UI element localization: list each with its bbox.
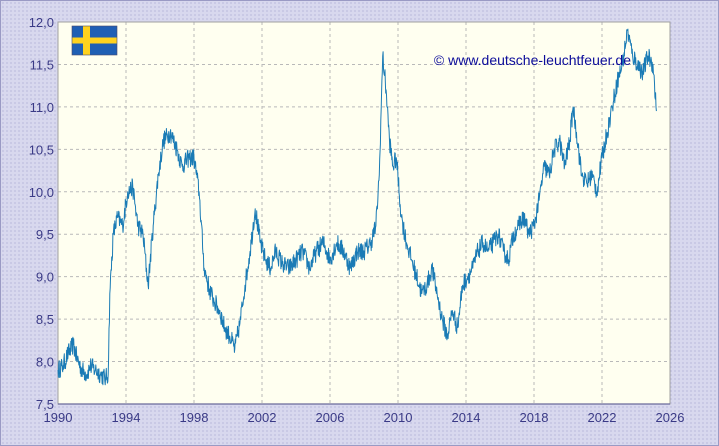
credit-text: © www.deutsche-leuchtfeuer.de [434, 52, 631, 68]
sweden-flag-icon [71, 25, 118, 56]
x-tick-label: 1990 [44, 410, 73, 425]
x-tick-label: 1998 [180, 410, 209, 425]
x-tick-label: 1994 [112, 410, 141, 425]
y-tick-label: 11,0 [30, 100, 54, 115]
plot-area [58, 22, 670, 404]
y-tick-labels: 7,5 8,0 8,5 9,0 9,5 10,0 10,5 11,0 11,5 12,0 [29, 15, 54, 412]
axes [57, 21, 671, 405]
y-tick-label: 9,5 [36, 227, 54, 242]
y-tick-label: 8,0 [36, 355, 54, 370]
y-tick-label: 10,5 [29, 142, 54, 157]
x-tick-label: 2010 [384, 410, 413, 425]
x-tick-label: 2014 [452, 410, 481, 425]
x-tick-label: 2018 [520, 410, 549, 425]
series-group [57, 28, 657, 386]
x-tick-label: 2022 [588, 410, 617, 425]
y-tick-label: 9,0 [36, 270, 54, 285]
y-tick-label: 11,5 [30, 57, 54, 72]
series-line-0 [57, 28, 657, 386]
y-tick-label: 12,0 [29, 15, 54, 30]
x-tick-label: 2002 [248, 410, 277, 425]
y-tick-label: 7,5 [36, 397, 54, 412]
x-tick-label: 2026 [656, 410, 685, 425]
y-tick-label: 10,0 [29, 185, 54, 200]
y-tick-label: 8,5 [36, 312, 54, 327]
x-tick-labels: 1990 1994 1998 2002 2006 2010 2014 2018 2022 2026 [44, 410, 685, 425]
gridlines [58, 22, 670, 404]
x-tick-label: 2006 [316, 410, 345, 425]
